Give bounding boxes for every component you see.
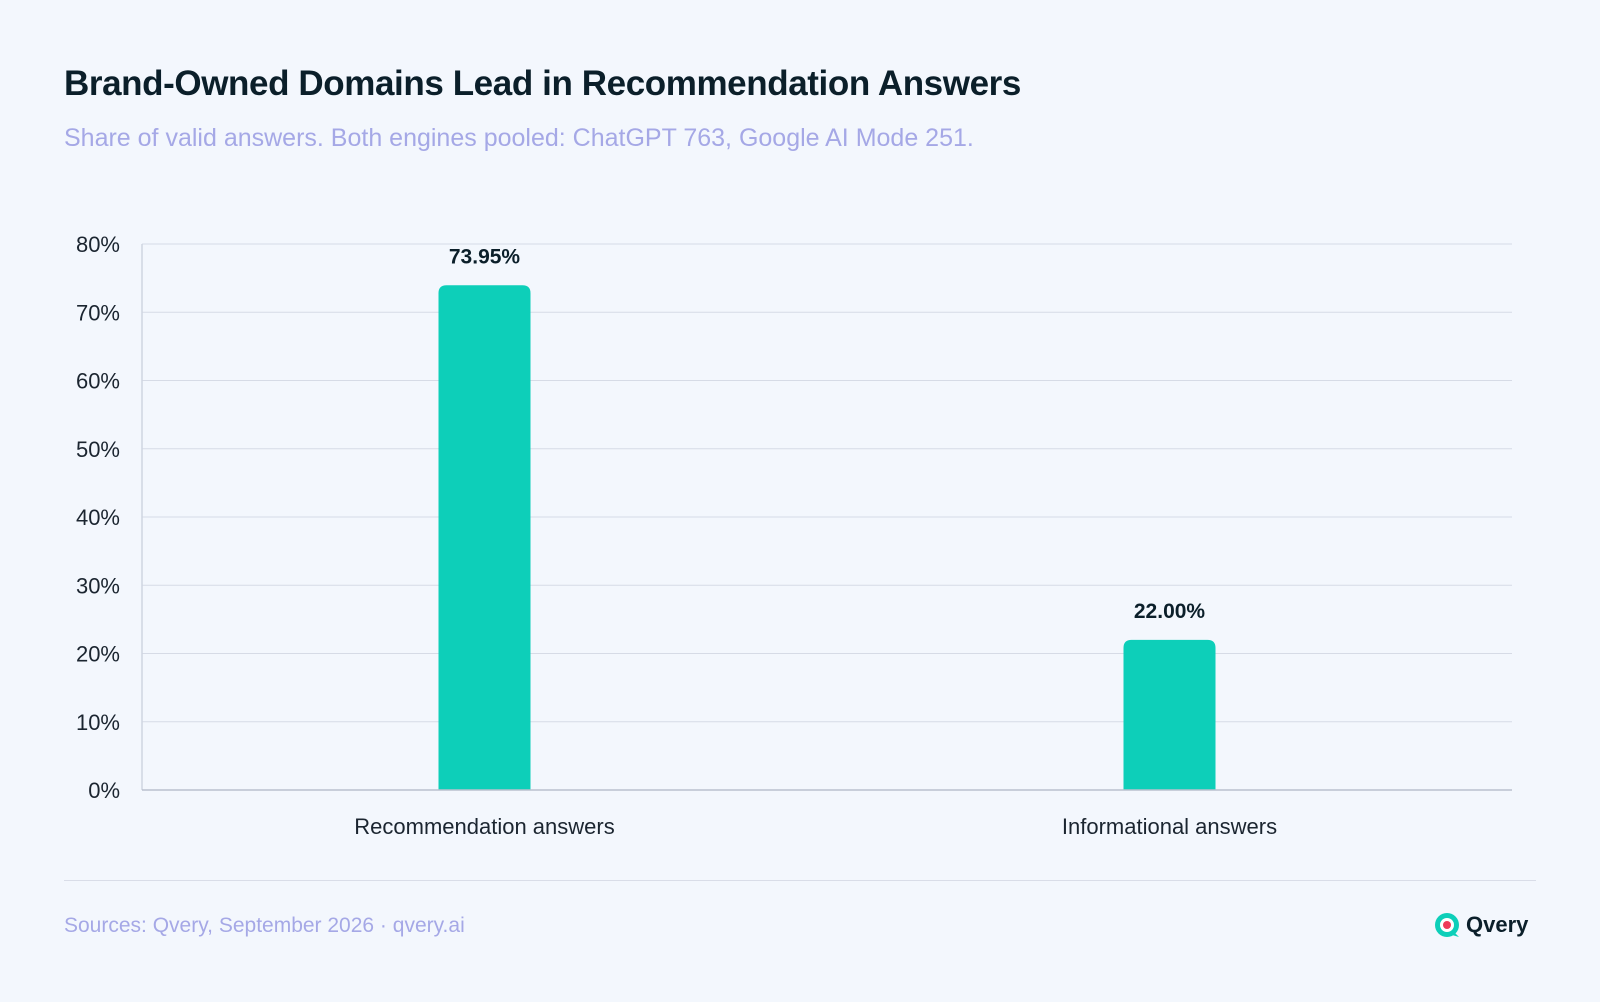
grid-lines (142, 243, 1512, 723)
qvery-logo-icon (1435, 913, 1459, 937)
chart-subtitle: Share of valid answers. Both engines poo… (64, 124, 974, 152)
brand-mark[interactable]: Qvery (1434, 912, 1528, 938)
y-tick-label: 0% (88, 778, 120, 803)
y-tick-label: 70% (76, 300, 120, 325)
bars (438, 285, 1216, 790)
brand-name: Qvery (1466, 912, 1529, 937)
y-axis-ticks: 0% 10% 20% 30% 40% 50% 60% 70% 80% (76, 232, 120, 803)
y-tick-label: 50% (76, 437, 120, 462)
chart-title: Brand-Owned Domains Lead in Recommendati… (64, 64, 1021, 103)
x-axis-ticks: Recommendation answers Informational answ… (354, 814, 1277, 839)
y-tick-label: 20% (76, 642, 120, 667)
data-label: 22.00% (1134, 600, 1206, 623)
x-tick-label: Informational answers (1062, 814, 1277, 839)
bar (1123, 639, 1216, 790)
bar (438, 285, 531, 790)
bar-chart: 0%10%20%30%40%50%60%70%80% 73.95%22.00% … (76, 232, 1512, 839)
y-tick-label: 60% (76, 369, 120, 394)
y-tick-label: 10% (76, 710, 120, 735)
x-tick-label: Recommendation answers (354, 814, 614, 839)
y-tick-label: 40% (76, 505, 120, 530)
y-tick-label: 30% (76, 573, 120, 598)
source-note: Sources: Qvery, September 2026 · qvery.a… (64, 914, 465, 937)
value-labels: 73.95% 22.00% (449, 245, 1206, 623)
footer-divider (64, 880, 1536, 881)
data-label: 73.95% (449, 245, 521, 268)
y-tick-label: 80% (76, 232, 120, 257)
